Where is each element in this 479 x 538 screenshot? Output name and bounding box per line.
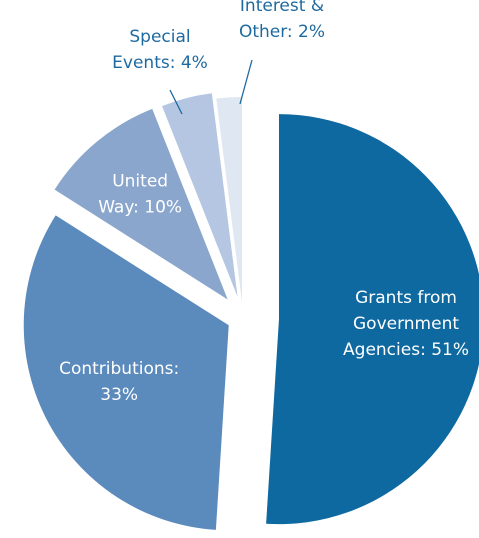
pie-slice-interest-other-2: [216, 97, 242, 303]
slice-label-line: Agencies: 51%: [343, 340, 469, 360]
leader-line: [169, 89, 183, 115]
slice-label: Grants from Government Agencies: 51%: [343, 288, 469, 360]
slice-label-line: Events: 4%: [112, 53, 208, 73]
slice-label: Interest & Other: 2%: [239, 0, 325, 42]
slice-label-line: Way: 10%: [98, 198, 182, 218]
slice-label-line: Grants from: [355, 288, 457, 308]
pie-slice-united-way-10: [54, 108, 228, 300]
pie-slice-special-events-4: [162, 93, 238, 297]
slice-label-line: Interest &: [240, 0, 324, 16]
pie-slice-contributions-33: [23, 215, 229, 530]
slice-label-line: 33%: [100, 385, 138, 405]
slice-label-line: United: [112, 172, 168, 192]
leader-line: [239, 59, 253, 105]
slice-label-line: Other: 2%: [239, 22, 325, 42]
slice-label: Special Events: 4%: [112, 27, 208, 73]
slice-label-line: Contributions:: [59, 359, 179, 379]
slice-label-line: Government: [353, 314, 459, 334]
pie-slice-grants-from-government-agencies-51: [266, 114, 479, 525]
slice-label-line: Special: [129, 27, 190, 47]
slice-label: United Way: 10%: [98, 172, 182, 218]
slice-label: Contributions: 33%: [59, 359, 179, 405]
